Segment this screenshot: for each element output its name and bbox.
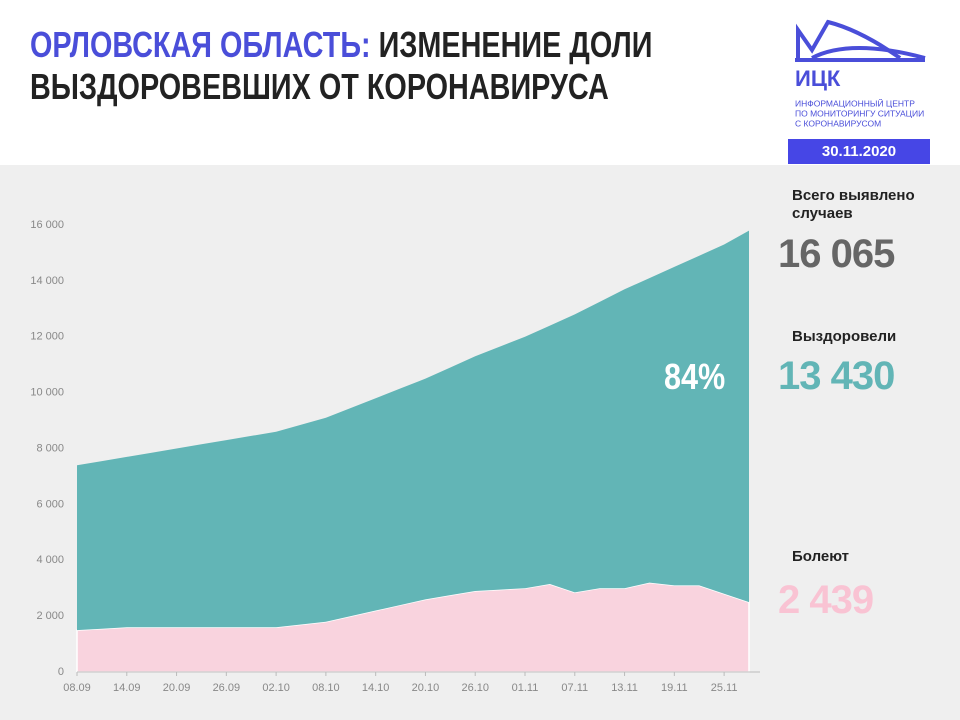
x-tick-label: 20.10 <box>412 682 440 694</box>
sick-value: 2 439 <box>778 578 874 622</box>
y-tick-label: 6 000 <box>36 498 64 510</box>
logo-line: ПО МОНИТОРИНГУ СИТУАЦИИ <box>795 108 924 118</box>
y-tick-label: 10 000 <box>30 387 64 399</box>
date: 30.11.2020 <box>822 143 896 160</box>
logo-line: С КОРОНАВИРУСОМ <box>795 118 881 128</box>
title-text: ВЫЗДОРОВЕВШИХ ОТ КОРОНАВИРУСА <box>30 66 609 107</box>
share-label: 84% <box>664 356 726 397</box>
y-tick-label: 14 000 <box>30 275 64 287</box>
x-tick-label: 07.11 <box>561 682 588 694</box>
x-tick-label: 08.09 <box>63 682 91 694</box>
x-tick-label: 14.09 <box>113 682 141 694</box>
x-tick-label: 01.11 <box>512 682 539 694</box>
title: ОРЛОВСКАЯ ОБЛАСТЬ: ИЗМЕНЕНИЕ ДОЛИ ВЫЗДОР… <box>30 24 652 108</box>
title-text: ИЗМЕНЕНИЕ ДОЛИ <box>378 24 653 65</box>
logo-line: ИНФОРМАЦИОННЫЙ ЦЕНТР <box>795 97 915 108</box>
x-tick-label: 20.09 <box>163 682 191 694</box>
y-tick-label: 2 000 <box>36 610 64 622</box>
sick-label: Болеют <box>792 548 850 565</box>
x-tick-label: 26.10 <box>461 682 489 694</box>
logo-mark <box>795 19 926 62</box>
x-tick-label: 26.09 <box>213 682 241 694</box>
logo-name: ИЦК <box>795 66 841 91</box>
x-tick-label: 02.10 <box>262 682 290 694</box>
x-tick-label: 14.10 <box>362 682 390 694</box>
y-tick-label: 0 <box>58 666 64 678</box>
area <box>77 230 749 631</box>
total-label: Всего выявлено случаев <box>792 187 915 222</box>
x-tick-label: 13.11 <box>611 682 638 694</box>
y-tick-label: 12 000 <box>30 331 64 343</box>
recovered-value: 13 430 <box>778 354 895 398</box>
title-highlight: ОРЛОВСКАЯ ОБЛАСТЬ: <box>30 24 371 65</box>
x-tick-label: 19.11 <box>661 682 688 694</box>
recovered-label: Выздоровели <box>792 328 897 345</box>
x-tick-label: 08.10 <box>312 682 340 694</box>
header <box>0 0 960 165</box>
y-tick-label: 8 000 <box>36 442 64 454</box>
total-value: 16 065 <box>778 232 895 276</box>
x-tick-label: 25.11 <box>711 682 738 694</box>
y-tick-label: 4 000 <box>36 554 64 566</box>
y-tick-label: 16 000 <box>30 219 64 231</box>
date-box <box>788 139 930 164</box>
